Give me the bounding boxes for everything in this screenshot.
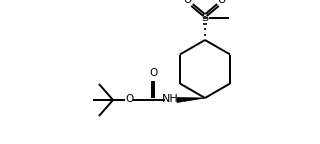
- Text: NH: NH: [162, 94, 178, 104]
- Polygon shape: [177, 97, 205, 103]
- Text: S: S: [201, 13, 209, 23]
- Text: O: O: [184, 0, 192, 5]
- Text: O: O: [125, 94, 133, 104]
- Text: O: O: [218, 0, 226, 5]
- Text: O: O: [149, 68, 157, 78]
